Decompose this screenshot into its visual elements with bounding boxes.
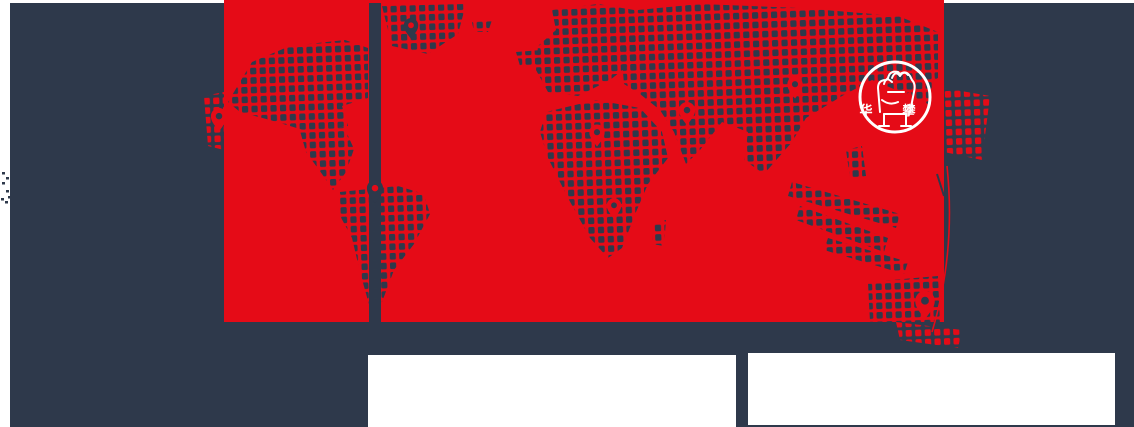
bottom-content-block-left [368, 355, 736, 427]
island-speck [1, 198, 4, 201]
red-map-banner [224, 0, 944, 322]
island-speck [6, 177, 9, 180]
vertical-divider-bar [369, 3, 381, 322]
island-speck [2, 182, 5, 185]
bottom-content-block-right [748, 353, 1115, 425]
island-speck [6, 190, 9, 193]
island-speck [2, 172, 5, 175]
island-speck [5, 201, 8, 204]
